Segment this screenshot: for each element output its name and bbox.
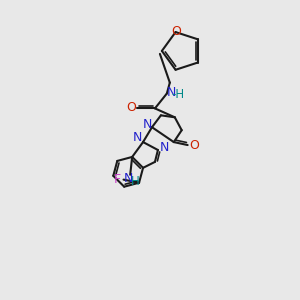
- Text: N: N: [160, 140, 170, 154]
- Text: F: F: [114, 173, 121, 186]
- Text: -H: -H: [171, 88, 184, 101]
- Text: H: H: [131, 175, 140, 188]
- Text: N: N: [132, 130, 142, 144]
- Text: N: N: [167, 86, 176, 99]
- Text: N: N: [124, 172, 133, 185]
- Text: O: O: [172, 25, 182, 38]
- Text: O: O: [126, 101, 136, 114]
- Text: O: O: [190, 139, 200, 152]
- Text: N: N: [142, 118, 152, 131]
